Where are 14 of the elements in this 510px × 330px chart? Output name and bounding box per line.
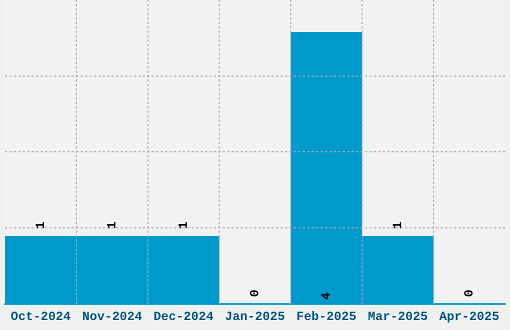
- data-label: 0: [250, 290, 258, 296]
- x-tick-label: Oct-2024: [11, 312, 70, 320]
- x-tick-label: Nov-2024: [82, 312, 142, 320]
- data-label: 1: [107, 222, 116, 228]
- x-tick-label: Feb-2025: [297, 310, 356, 320]
- data-label: 1: [178, 222, 187, 228]
- x-tick-label: Dec-2024: [154, 312, 214, 320]
- x-tick-label: Mar-2025: [368, 312, 428, 320]
- data-label: 0: [464, 290, 473, 296]
- data-label: 1: [392, 222, 402, 228]
- x-tick-label: Jan-2025: [226, 312, 284, 320]
- data-label: 4: [321, 292, 330, 300]
- data-label: 1: [36, 222, 44, 228]
- x-tick-label: Apr-2025: [439, 312, 499, 323]
